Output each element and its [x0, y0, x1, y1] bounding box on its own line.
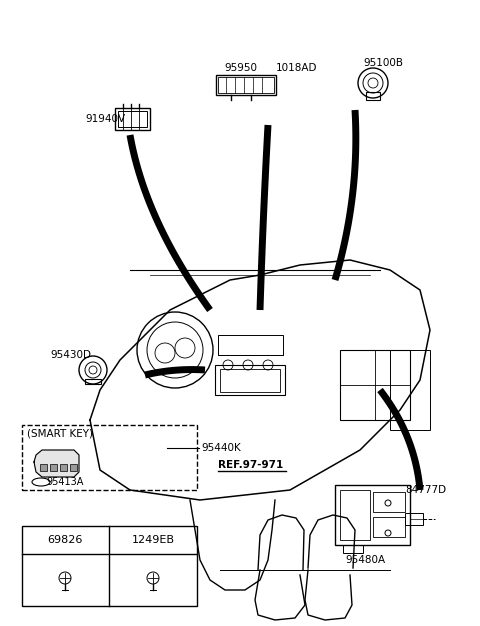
Bar [340, 350, 410, 420]
Bar [366, 92, 380, 100]
Bar [335, 485, 410, 545]
Text: 91940V: 91940V [85, 114, 125, 124]
Text: 95950: 95950 [224, 63, 257, 73]
Bar [50, 464, 57, 471]
Bar [118, 111, 147, 127]
Bar [218, 335, 283, 355]
Bar [405, 513, 423, 525]
Bar [390, 350, 430, 430]
Polygon shape [34, 450, 79, 477]
Bar [115, 108, 150, 130]
Bar [373, 492, 405, 512]
Bar [218, 77, 274, 93]
Bar [22, 526, 197, 606]
Bar [60, 464, 67, 471]
Text: 95480A: 95480A [345, 555, 385, 565]
Bar [220, 369, 280, 392]
Bar [340, 490, 370, 540]
Bar [343, 545, 363, 553]
Text: (SMART KEY): (SMART KEY) [27, 428, 93, 438]
Text: 95430D: 95430D [50, 350, 91, 360]
Bar [373, 517, 405, 537]
Bar [85, 379, 101, 384]
Text: 1018AD: 1018AD [276, 63, 317, 73]
Bar [70, 464, 77, 471]
Text: REF.97-971: REF.97-971 [218, 460, 283, 470]
Text: 1249EB: 1249EB [132, 535, 175, 545]
Text: 69826: 69826 [48, 535, 83, 545]
Text: 84777D: 84777D [405, 485, 446, 495]
Text: 95440K: 95440K [201, 443, 241, 453]
Text: 95413A: 95413A [46, 477, 84, 487]
Bar [215, 365, 285, 395]
Bar [40, 464, 47, 471]
Bar [22, 425, 197, 490]
Text: 95100B: 95100B [363, 58, 403, 68]
Bar [216, 75, 276, 95]
